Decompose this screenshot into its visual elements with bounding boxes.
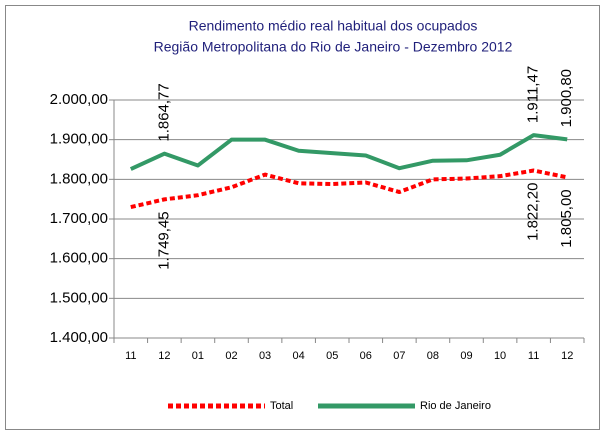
chart-subtitle: Região Metropolitana do Rio de Janeiro -…: [154, 39, 513, 55]
x-tick-label: 02: [225, 350, 237, 362]
x-tick-label: 12: [158, 350, 170, 362]
x-tick-label: 05: [326, 350, 338, 362]
legend-label: Rio de Janeiro: [420, 400, 491, 412]
x-tick-label: 09: [460, 350, 472, 362]
y-tick-label: 1.800,00: [50, 170, 108, 187]
chart-frame: [5, 5, 600, 430]
chart-title: Rendimento médio real habitual dos ocupa…: [189, 18, 478, 34]
data-label: 1.911,47: [525, 66, 542, 123]
data-label: 1.749,45: [155, 211, 172, 269]
x-tick-label: 11: [125, 350, 136, 362]
x-tick-label: 03: [259, 350, 271, 362]
data-label: 1.900,80: [558, 69, 575, 127]
x-tick-label: 12: [561, 350, 573, 362]
y-tick-label: 1.700,00: [50, 210, 108, 227]
y-tick-label: 1.900,00: [50, 131, 108, 148]
data-label: 1.864,77: [155, 83, 172, 141]
y-tick-label: 1.600,00: [50, 250, 108, 267]
x-tick-label: 08: [427, 350, 439, 362]
y-tick-label: 1.400,00: [50, 329, 108, 346]
x-tick-label: 11: [528, 350, 539, 362]
data-label: 1.805,00: [558, 189, 575, 247]
x-tick-label: 01: [192, 350, 204, 362]
data-label: 1.822,20: [525, 183, 542, 241]
x-tick-label: 07: [393, 350, 405, 362]
series-line: [130, 168, 568, 210]
y-tick-label: 2.000,00: [50, 91, 108, 108]
x-tick-label: 10: [494, 350, 506, 362]
x-tick-label: 06: [360, 350, 372, 362]
legend-label: Total: [270, 400, 293, 412]
y-tick-label: 1.500,00: [50, 289, 108, 306]
x-tick-label: 04: [293, 350, 305, 362]
series-line: [129, 133, 568, 171]
